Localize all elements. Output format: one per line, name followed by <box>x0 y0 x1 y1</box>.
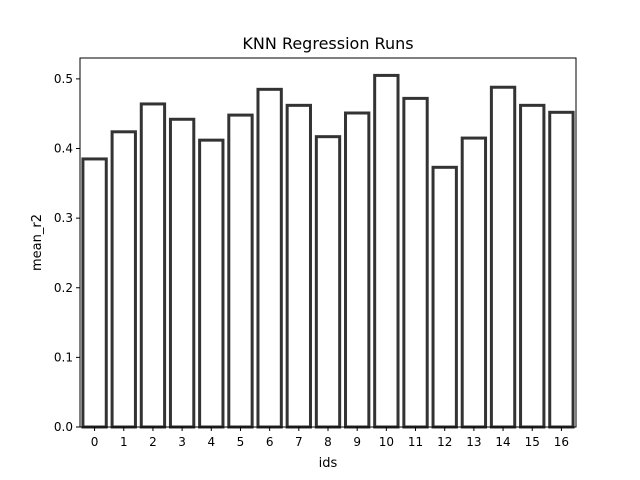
x-tick-label: 8 <box>324 435 332 449</box>
bar-12 <box>431 165 458 429</box>
x-tick-label: 15 <box>525 435 540 449</box>
bar-11 <box>402 96 429 429</box>
x-tick-label: 10 <box>379 435 394 449</box>
bar-5 <box>227 113 254 429</box>
y-axis-label: mean_r2 <box>30 214 45 271</box>
bar-9 <box>344 111 371 429</box>
x-tick-label: 3 <box>178 435 186 449</box>
x-ticks: 0 1 2 3 4 5 6 7 8 9 10 11 12 13 14 15 16 <box>91 427 569 449</box>
bar-6 <box>256 87 283 429</box>
bar-10 <box>373 73 400 429</box>
bar-7 <box>285 103 312 429</box>
x-tick-label: 2 <box>149 435 157 449</box>
bar-13 <box>460 136 488 429</box>
x-tick-label: 12 <box>437 435 452 449</box>
x-tick-label: 4 <box>207 435 215 449</box>
x-tick-label: 14 <box>495 435 510 449</box>
x-tick-label: 13 <box>466 435 481 449</box>
x-tick-label: 5 <box>237 435 245 449</box>
y-tick-label: 0.2 <box>54 281 73 295</box>
y-tick-label: 0.1 <box>54 350 73 364</box>
bar-1 <box>110 130 137 429</box>
bars-layer <box>81 73 575 429</box>
bar-14 <box>489 85 517 429</box>
y-tick-label: 0.4 <box>54 142 73 156</box>
bar-0 <box>81 157 108 429</box>
y-tick-label: 0.0 <box>54 420 73 434</box>
x-tick-label: 16 <box>554 435 569 449</box>
y-tick-label: 0.5 <box>54 72 73 86</box>
x-tick-label: 9 <box>353 435 361 449</box>
x-tick-label: 11 <box>408 435 423 449</box>
x-tick-label: 7 <box>295 435 303 449</box>
bar-4 <box>198 138 225 429</box>
bar-15 <box>519 103 546 429</box>
bar-16 <box>548 110 575 429</box>
x-axis-label: ids <box>319 456 338 471</box>
chart-title: KNN Regression Runs <box>242 34 413 53</box>
x-tick-label: 6 <box>266 435 274 449</box>
bar-8 <box>314 135 342 429</box>
x-tick-label: 0 <box>91 435 99 449</box>
bar-3 <box>168 117 196 429</box>
y-ticks: 0.0 0.1 0.2 0.3 0.4 0.5 <box>54 72 80 434</box>
bar-2 <box>139 102 167 429</box>
plot-frame <box>79 57 577 428</box>
x-tick-label: 1 <box>120 435 128 449</box>
y-tick-label: 0.3 <box>54 211 73 225</box>
